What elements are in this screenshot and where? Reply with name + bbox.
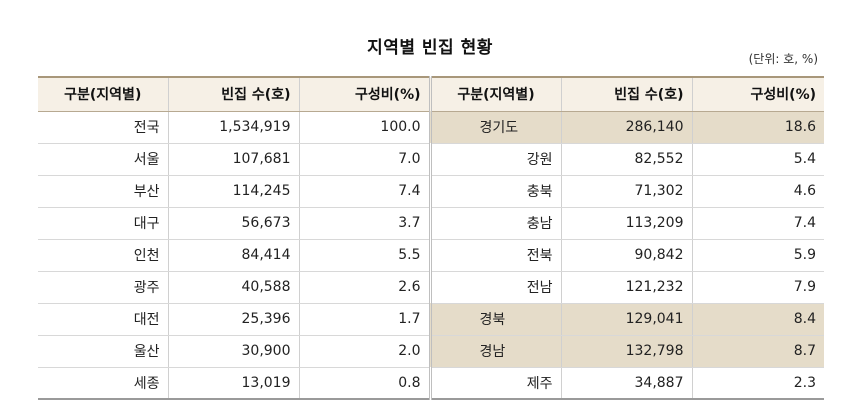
- header-ratio-right: 구성비(%): [692, 76, 824, 112]
- cell-ratio-right: 5.9: [692, 239, 824, 272]
- cell-ratio-right: 8.4: [692, 303, 824, 336]
- table-row: 서울 107,681 7.0 강원 82,552 5.4: [38, 143, 824, 176]
- cell-ratio-right: 7.4: [692, 207, 824, 240]
- cell-ratio-right: 7.9: [692, 271, 824, 304]
- table-row: 전국 1,534,919 100.0 경기도 286,140 18.6: [38, 111, 824, 144]
- header-ratio-left: 구성비(%): [299, 76, 432, 112]
- cell-region-left: 부산: [38, 175, 169, 208]
- cell-region-right: 경기도: [430, 111, 562, 144]
- unit-note: (단위: 호, %): [748, 52, 818, 66]
- table-row: 대전 25,396 1.7 경북 129,041 8.4: [38, 303, 824, 336]
- cell-count-left: 30,900: [168, 335, 300, 368]
- cell-count-right: 34,887: [561, 367, 693, 400]
- cell-count-right: 71,302: [561, 175, 693, 208]
- cell-ratio-left: 7.4: [299, 175, 432, 208]
- header-count-left: 빈집 수(호): [168, 76, 300, 112]
- cell-count-right: 121,232: [561, 271, 693, 304]
- cell-ratio-left: 7.0: [299, 143, 432, 176]
- vacant-house-table: 구분(지역별) 빈집 수(호) 구성비(%) 구분(지역별) 빈집 수(호) 구…: [38, 76, 824, 400]
- cell-count-left: 25,396: [168, 303, 300, 336]
- cell-count-left: 107,681: [168, 143, 300, 176]
- table-row: 부산 114,245 7.4 충북 71,302 4.6: [38, 175, 824, 208]
- cell-ratio-left: 5.5: [299, 239, 432, 272]
- cell-region-left: 전국: [38, 111, 169, 144]
- cell-count-right: 286,140: [561, 111, 693, 144]
- cell-region-left: 대전: [38, 303, 169, 336]
- header-region-left: 구분(지역별): [38, 76, 169, 112]
- cell-region-right: 제주: [430, 367, 562, 400]
- cell-count-left: 1,534,919: [168, 111, 300, 144]
- cell-count-left: 40,588: [168, 271, 300, 304]
- cell-ratio-right: 2.3: [692, 367, 824, 400]
- cell-ratio-left: 1.7: [299, 303, 432, 336]
- cell-count-left: 56,673: [168, 207, 300, 240]
- cell-region-left: 인천: [38, 239, 169, 272]
- cell-region-right: 전남: [430, 271, 562, 304]
- cell-count-left: 13,019: [168, 367, 300, 400]
- table-row: 울산 30,900 2.0 경남 132,798 8.7: [38, 335, 824, 368]
- cell-region-right: 경북: [430, 303, 562, 336]
- cell-ratio-left: 100.0: [299, 111, 432, 144]
- cell-count-right: 82,552: [561, 143, 693, 176]
- table-row: 대구 56,673 3.7 충남 113,209 7.4: [38, 207, 824, 240]
- cell-ratio-left: 0.8: [299, 367, 432, 400]
- cell-ratio-left: 2.6: [299, 271, 432, 304]
- cell-ratio-right: 5.4: [692, 143, 824, 176]
- cell-count-right: 90,842: [561, 239, 693, 272]
- cell-ratio-left: 2.0: [299, 335, 432, 368]
- table-row: 광주 40,588 2.6 전남 121,232 7.9: [38, 271, 824, 304]
- header-row: 구분(지역별) 빈집 수(호) 구성비(%) 구분(지역별) 빈집 수(호) 구…: [38, 76, 824, 112]
- page-title: 지역별 빈집 현황: [367, 38, 493, 58]
- cell-count-right: 129,041: [561, 303, 693, 336]
- cell-ratio-right: 8.7: [692, 335, 824, 368]
- cell-region-right: 충남: [430, 207, 562, 240]
- table-row: 인천 84,414 5.5 전북 90,842 5.9: [38, 239, 824, 272]
- header-region-right: 구분(지역별): [430, 76, 562, 112]
- cell-ratio-right: 18.6: [692, 111, 824, 144]
- cell-region-left: 서울: [38, 143, 169, 176]
- table-row: 세종 13,019 0.8 제주 34,887 2.3: [38, 367, 824, 400]
- cell-region-left: 대구: [38, 207, 169, 240]
- cell-count-left: 114,245: [168, 175, 300, 208]
- header-count-right: 빈집 수(호): [561, 76, 693, 112]
- cell-count-right: 113,209: [561, 207, 693, 240]
- cell-count-left: 84,414: [168, 239, 300, 272]
- cell-ratio-left: 3.7: [299, 207, 432, 240]
- cell-region-left: 울산: [38, 335, 169, 368]
- cell-region-right: 강원: [430, 143, 562, 176]
- cell-region-left: 세종: [38, 367, 169, 400]
- cell-region-left: 광주: [38, 271, 169, 304]
- cell-region-right: 경남: [430, 335, 562, 368]
- cell-ratio-right: 4.6: [692, 175, 824, 208]
- cell-count-right: 132,798: [561, 335, 693, 368]
- cell-region-right: 전북: [430, 239, 562, 272]
- cell-region-right: 충북: [430, 175, 562, 208]
